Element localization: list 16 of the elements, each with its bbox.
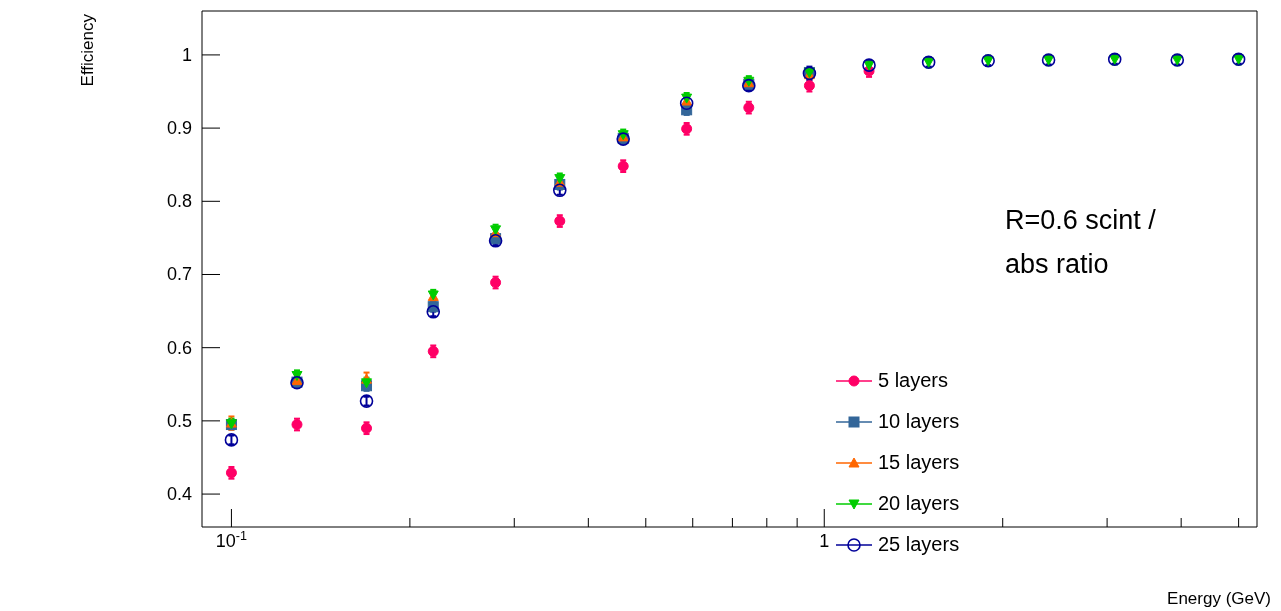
y-tick-label: 0.5 — [166, 410, 192, 431]
x-tick-label: 10$^{-1}$ — [215, 529, 248, 551]
y-tick-label: 0.4 — [166, 484, 192, 505]
legend-label: 5 layers — [878, 369, 949, 392]
legend-label: 25 layers — [878, 533, 960, 556]
x-axis-title: Energy (GeV) — [1167, 589, 1271, 609]
y-tick-label: 0.8 — [166, 191, 192, 212]
annotation: R=0.6 scint / abs ratio — [1005, 204, 1156, 281]
y-tick-label: 0.9 — [166, 118, 192, 139]
y-tick-label: 0.7 — [166, 264, 192, 285]
legend-label: 15 layers — [878, 451, 960, 474]
y-tick-label: 1 — [181, 44, 192, 65]
legend-label: 20 layers — [878, 492, 960, 515]
y-tick-label: 0.6 — [166, 337, 192, 358]
legend-label: 10 layers — [878, 410, 960, 433]
y-axis-title: Efficiency — [78, 14, 98, 87]
